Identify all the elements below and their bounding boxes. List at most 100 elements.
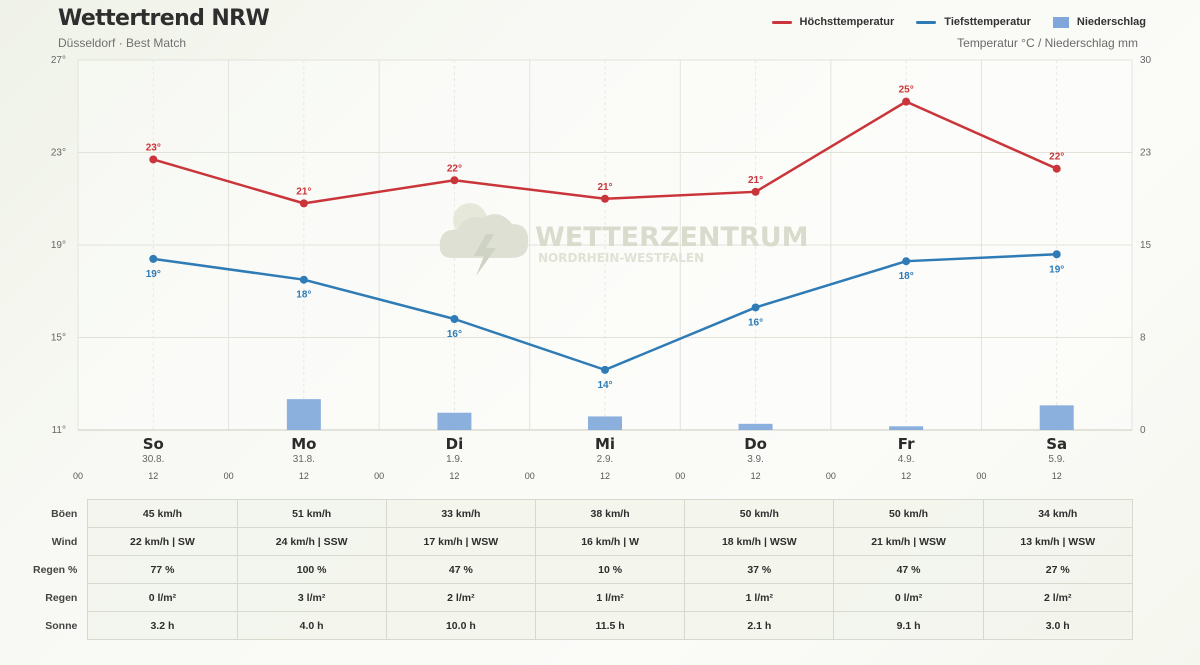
legend-label-precip: Niederschlag — [1076, 16, 1146, 28]
table-cell: 77 % — [87, 555, 238, 584]
y-tick-label-left: 27° — [51, 55, 66, 66]
row-pad — [1132, 584, 1200, 612]
table-row: Regen 0 l/m² 3 l/m² 2 l/m² 1 l/m² 1 l/m² 0 l/m… — [0, 583, 1200, 612]
date-label: 5.9. — [1048, 454, 1065, 465]
hour-label-00: 00 — [675, 471, 685, 481]
hour-label-00: 00 — [976, 471, 986, 481]
max-temp-label: 23° — [146, 142, 161, 153]
min-temp-label: 16° — [447, 329, 462, 340]
min-temp-point — [1052, 250, 1061, 259]
hour-label-00: 00 — [224, 471, 234, 481]
table-cell: 24 km/h | SSW — [236, 527, 387, 556]
max-temp-label: 22° — [447, 163, 462, 174]
table-cell: 0 l/m² — [833, 583, 984, 612]
table-cell: 18 km/h | WSW — [684, 527, 835, 556]
min-temp-point — [601, 365, 609, 374]
hour-label-12: 12 — [449, 471, 459, 481]
min-temp-label: 18° — [296, 290, 311, 301]
watermark: WETTERZENTRUM NORDRHEIN-WESTFALEN — [439, 203, 809, 276]
hour-label-12: 12 — [299, 471, 309, 481]
table-cell: 34 km/h — [982, 499, 1133, 528]
row-pad — [1132, 556, 1200, 584]
max-temp-label: 22° — [1049, 152, 1064, 163]
min-temp-label: 19° — [146, 269, 161, 280]
hour-label-12: 12 — [600, 471, 610, 481]
location-subtitle: Düsseldorf · Best Match — [58, 36, 187, 50]
table-row: Wind 22 km/h | SW 24 km/h | SSW 17 km/h | W… — [0, 527, 1200, 556]
row-label: Regen % — [33, 563, 78, 576]
table-cell: 50 km/h — [833, 499, 984, 528]
day-label: Mi — [595, 435, 615, 453]
table-cell: 33 km/h — [385, 499, 536, 528]
max-temp-label: 25° — [899, 85, 914, 96]
table-cell: 38 km/h — [534, 499, 686, 528]
max-temp-label: 21° — [748, 175, 763, 186]
hour-label-00: 00 — [374, 471, 384, 481]
hour-label-00: 00 — [73, 471, 83, 481]
hour-label-12: 12 — [751, 471, 761, 481]
date-label: 30.8. — [142, 454, 164, 465]
hour-label-12: 12 — [148, 471, 158, 481]
max-temp-point — [1052, 164, 1061, 173]
unit-label: Temperatur °C / Niederschlag mm — [957, 36, 1138, 50]
precip-bar — [889, 426, 924, 430]
table-cell: 21 km/h | WSW — [833, 527, 984, 556]
day-label: Mo — [291, 435, 316, 453]
hour-label-00: 00 — [525, 471, 535, 481]
table-cell: 51 km/h — [236, 499, 387, 528]
forecast-table: Böen 45 km/h 51 km/h 33 km/h 38 km/h 50 km/h 5… — [0, 499, 1200, 640]
legend-item-precip[interactable]: Niederschlag — [1052, 16, 1146, 28]
precip-bar — [738, 423, 773, 430]
min-temp-point — [149, 254, 158, 263]
legend-swatch-max — [771, 20, 792, 24]
watermark-cloud-icon — [439, 214, 529, 258]
y-tick-label-right: 15 — [1140, 240, 1152, 251]
min-temp-point — [751, 303, 760, 312]
row-pad — [1132, 612, 1200, 640]
row-label: Wind — [51, 535, 78, 548]
table-cell: 1 l/m² — [534, 583, 686, 612]
legend-item-max[interactable]: Höchsttemperatur — [771, 16, 894, 28]
date-label: 4.9. — [898, 454, 915, 465]
chart-legend: Höchsttemperatur Tiefsttemperatur Nieder… — [771, 16, 1146, 28]
table-cell: 2.1 h — [684, 611, 835, 640]
table-cell: 37 % — [684, 555, 835, 584]
row-label: Böen — [51, 507, 78, 520]
table-cell: 0 l/m² — [87, 583, 238, 612]
y-tick-label-left: 19° — [51, 240, 66, 251]
table-cell: 45 km/h — [87, 499, 238, 528]
row-label: Regen — [45, 591, 78, 604]
day-label: Do — [744, 435, 767, 453]
precip-bar — [286, 399, 321, 430]
table-cell: 10.0 h — [385, 611, 536, 640]
day-label: Fr — [898, 435, 915, 453]
table-cell: 47 % — [833, 555, 984, 584]
date-label: 2.9. — [597, 454, 614, 465]
table-cell: 2 l/m² — [982, 583, 1133, 612]
y-tick-label-right: 30 — [1140, 55, 1152, 66]
precip-bar — [1039, 405, 1074, 430]
table-cell: 22 km/h | SW — [87, 527, 238, 556]
day-label: Di — [446, 435, 464, 453]
y-tick-label-left: 15° — [51, 333, 66, 344]
min-temp-label: 18° — [899, 271, 914, 282]
day-label: So — [143, 435, 164, 453]
watermark-subtext: NORDRHEIN-WESTFALEN — [538, 251, 704, 265]
table-cell: 4.0 h — [236, 611, 387, 640]
hour-label-12: 12 — [901, 471, 911, 481]
table-row: Sonne 3.2 h 4.0 h 10.0 h 11.5 h 2.1 h 9.1 h 3.0… — [0, 611, 1200, 640]
legend-item-min[interactable]: Tiefsttemperatur — [916, 16, 1031, 28]
max-temp-point — [149, 155, 158, 164]
table-cell: 1 l/m² — [684, 583, 835, 612]
table-cell: 3.2 h — [87, 611, 238, 640]
table-cell: 47 % — [385, 555, 536, 584]
max-temp-point — [299, 199, 308, 208]
min-temp-point — [450, 315, 459, 323]
row-pad — [1132, 500, 1200, 528]
table-cell: 3.0 h — [982, 611, 1133, 640]
precip-bar — [588, 416, 622, 430]
table-row: Regen % 77 % 100 % 47 % 10 % 37 % 47 % 27 % — [0, 555, 1200, 584]
max-temp-point — [902, 97, 911, 106]
max-temp-label: 21° — [597, 182, 612, 193]
legend-swatch-precip — [1052, 16, 1069, 28]
